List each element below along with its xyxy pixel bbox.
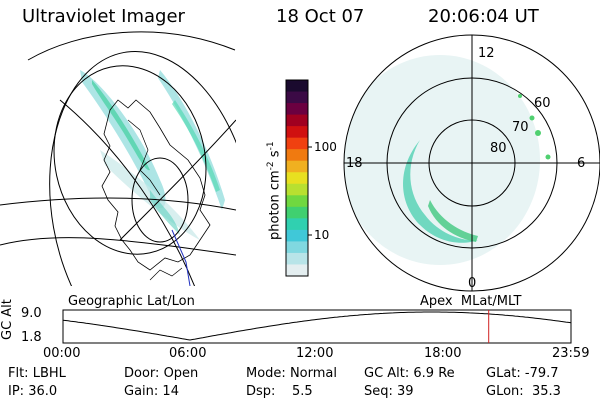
magnetic-panel-label: Apex MLat/MLT (420, 294, 522, 309)
colorbar-segment (286, 137, 308, 150)
colorbar-unit-label: photon cm-2 s-1 (266, 141, 283, 240)
timeline-xtick-2359: 23:59 (552, 346, 590, 361)
altitude-timeline (62, 309, 572, 344)
lat-label-70: 70 (512, 120, 529, 135)
timeline-xtick-1800: 18:00 (424, 346, 462, 361)
mlt-label-6: 6 (577, 156, 586, 171)
timeline-ytick-low: 1.8 (21, 330, 42, 345)
colorbar-segment (286, 91, 308, 104)
instrument-title: Ultraviolet Imager (22, 6, 185, 27)
right-aurora-arc (403, 140, 478, 243)
status-dsp: Dsp: 5.5 (246, 384, 313, 399)
timeline-xtick-0600: 06:00 (169, 346, 207, 361)
colorbar-segment (286, 126, 308, 139)
mlt-label-12: 12 (478, 46, 495, 61)
timeline-xtick-0000: 00:00 (43, 346, 81, 361)
magnetic-polar-plot (343, 34, 600, 292)
geographic-map (0, 31, 236, 286)
colorbar-segment (286, 149, 308, 162)
color-scale-bar (285, 79, 312, 277)
observation-time: 20:06:04 UT (428, 6, 539, 27)
right-aurora-diffuse (344, 55, 540, 265)
colorbar-segment (286, 114, 308, 127)
status-flt: Flt: LBHL (8, 366, 66, 381)
status-seq: Seq: 39 (364, 384, 414, 399)
geographic-panel-label: Geographic Lat/Lon (68, 294, 195, 309)
status-glon: GLon: 35.3 (486, 384, 561, 399)
status-mode: Mode: Normal (246, 366, 337, 381)
lat-label-60: 60 (534, 96, 551, 111)
colorbar-segment (286, 103, 308, 116)
status-gc-alt: GC Alt: 6.9 Re (364, 366, 455, 381)
colorbar-segment (286, 172, 308, 185)
colorbar-segment (286, 241, 308, 254)
colorbar-segment (286, 183, 308, 196)
colorbar-segment (286, 229, 308, 242)
status-glat: GLat: -79.7 (486, 366, 559, 381)
mlt-label-18: 18 (346, 156, 363, 171)
colorbar-tick-100: 100 (314, 140, 337, 154)
status-door: Door: Open (124, 366, 199, 381)
status-ip: IP: 36.0 (8, 384, 58, 399)
status-gain: Gain: 14 (124, 384, 179, 399)
colorbar-segment (286, 80, 308, 93)
colorbar-segment (286, 160, 308, 173)
colorbar-segment (286, 195, 308, 208)
lat-label-80: 80 (490, 141, 507, 156)
timeline-ytick-high: 9.0 (21, 306, 42, 321)
timeline-xtick-1200: 12:00 (296, 346, 334, 361)
timeline-y-label: GC Alt (0, 299, 15, 340)
mlt-label-0: 0 (468, 276, 477, 291)
colorbar-segment (286, 252, 308, 265)
colorbar-segment (286, 206, 308, 219)
colorbar-tick-10: 10 (314, 228, 330, 242)
colorbar-segment (286, 218, 308, 231)
observation-date: 18 Oct 07 (276, 6, 365, 27)
colorbar-segment (286, 264, 308, 277)
